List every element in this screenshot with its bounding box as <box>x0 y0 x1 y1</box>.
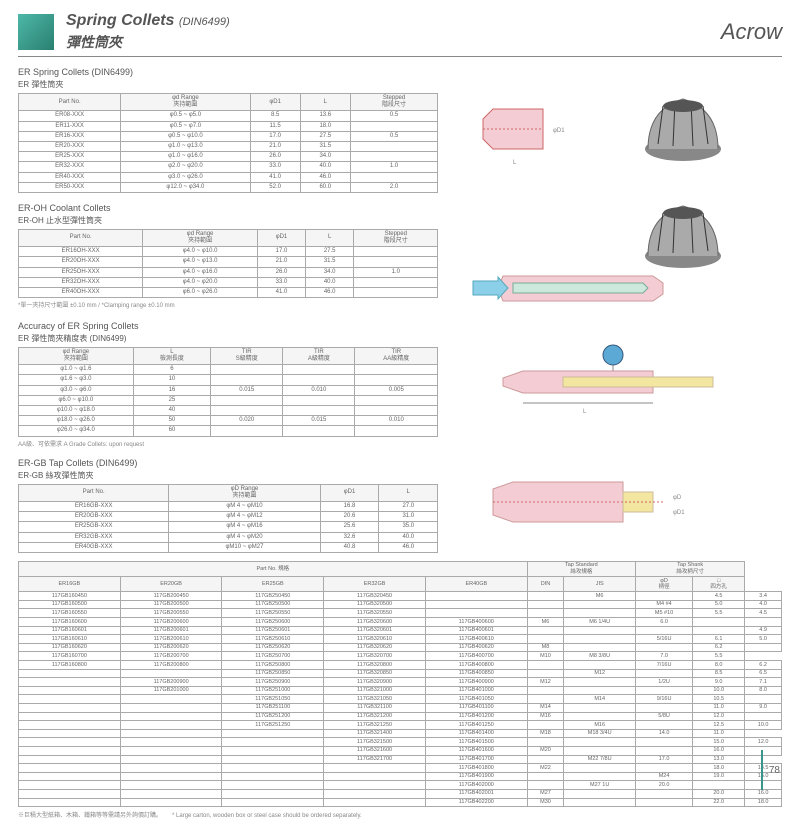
section-er-oh: ER-OH Coolant Collets ER-OH 止水型彈性筒夾 Part… <box>18 201 782 311</box>
table-accuracy: φd Range夾持範圍L檢測長度TIRS級精度TIRA級精度TIRAA級精度φ… <box>18 347 438 437</box>
section-er-gb: ER-GB Tap Collets (DIN6499) ER-GB 絲攻彈性筒夾… <box>18 456 782 553</box>
t2-title-en: ER-OH Coolant Collets <box>18 203 438 213</box>
t2-title-cn: ER-OH 止水型彈性筒夾 <box>18 215 438 226</box>
t1-title-en: ER Spring Collets (DIN6499) <box>18 67 438 77</box>
t3-note: AA級、可依需求 A Grade Collets: upon request <box>18 439 438 448</box>
svg-text:L: L <box>513 160 517 166</box>
table-er-oh: Part No.φd Range夾持範圍φD1LStepped階段尺寸ER16O… <box>18 229 438 298</box>
footnote-en: * Large carton, wooden box or steel case… <box>172 813 362 819</box>
footnote: ※巨積大型紙箱、木箱、鐵箱等等需請另外詢價訂購。 * Large carton,… <box>18 810 782 819</box>
t3-title-en: Accuracy of ER Spring Collets <box>18 321 438 331</box>
page-header: Spring Collets (DIN6499) 彈性筒夾 Acrow <box>18 12 782 52</box>
t4-title-cn: ER-GB 絲攻彈性筒夾 <box>18 470 438 481</box>
table-er-spring: Part No.φd Range夾持範圍φD1LStepped階段尺寸ER08-… <box>18 93 438 193</box>
svg-text:φD1: φD1 <box>553 128 565 134</box>
section-er-spring: ER Spring Collets (DIN6499) ER 彈性筒夾 Part… <box>18 65 782 193</box>
svg-text:φD: φD <box>673 495 682 501</box>
title-en: Spring Collets (DIN6499) <box>66 12 709 30</box>
diagram-er-oh-collet <box>463 201 763 311</box>
t2-note: *單一夾持尺寸範圍 ±0.10 mm / *Clamping range ±0.… <box>18 300 438 309</box>
footnote-cn: ※巨積大型紙箱、木箱、鐵箱等等需請另外詢價訂購。 <box>18 813 162 819</box>
title-sub: (DIN6499) <box>179 16 230 28</box>
diagram-er-collet: L φD1 <box>463 89 763 169</box>
page-number: 78 <box>761 750 780 790</box>
t3-title-cn: ER 彈性筒夾精度表 (DIN6499) <box>18 333 438 344</box>
t1-title-cn: ER 彈性筒夾 <box>18 79 438 90</box>
svg-text:φD1: φD1 <box>673 510 685 516</box>
diagram-tap-collet: φD φD1 <box>463 474 763 534</box>
brand-square-icon <box>18 14 54 50</box>
title-block: Spring Collets (DIN6499) 彈性筒夾 <box>66 12 709 52</box>
section-accuracy: Accuracy of ER Spring Collets ER 彈性筒夾精度表… <box>18 319 782 448</box>
brand-name: Acrow <box>721 19 782 45</box>
title-cn: 彈性筒夾 <box>66 32 709 52</box>
t4-title-en: ER-GB Tap Collets (DIN6499) <box>18 458 438 468</box>
table-er-gb: Part No.φD Range夾持範圍φD1LER16GB-XXXφM 4 ~… <box>18 484 438 553</box>
svg-text:L: L <box>583 409 587 415</box>
diagram-accuracy-gauge: L <box>463 343 763 423</box>
divider <box>18 56 782 57</box>
title-text: Spring Collets <box>66 12 174 29</box>
table-part-numbers: Part No. 規格Tap Standard絲攻規格Tap Shank絲攻柄尺… <box>18 561 782 807</box>
